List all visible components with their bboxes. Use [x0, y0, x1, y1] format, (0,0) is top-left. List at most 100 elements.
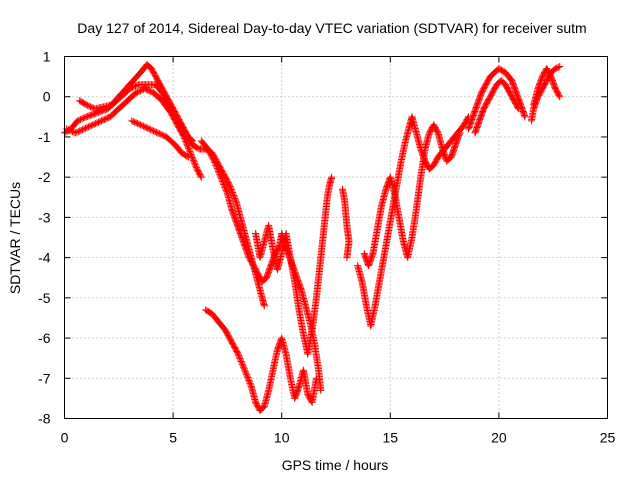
y-tick-label: -2 — [38, 169, 51, 185]
y-tick-label: -8 — [38, 411, 51, 427]
data-point — [71, 129, 79, 137]
data-point — [157, 130, 165, 138]
data-point — [64, 126, 72, 134]
data-point — [521, 113, 529, 121]
y-tick-label: -4 — [38, 250, 51, 266]
data-point — [182, 139, 190, 147]
data-point — [74, 117, 82, 125]
data-point — [102, 115, 110, 123]
data-point — [142, 124, 150, 132]
data-point — [223, 188, 231, 196]
y-tick-label: -1 — [38, 129, 51, 145]
y-tick-label: -7 — [38, 370, 51, 386]
data-point — [127, 84, 135, 92]
data-point — [134, 120, 142, 128]
data-point — [85, 102, 93, 110]
data-point — [160, 132, 168, 140]
data-point — [555, 91, 563, 99]
data-point — [154, 129, 162, 137]
data-point — [135, 87, 143, 95]
axis-ticks: 0 5 10 15 20 25 -8 -7 -6 -5 -4 -3 -2 -1 0 1 — [38, 49, 615, 446]
data-point — [79, 114, 87, 122]
data-point — [76, 116, 84, 124]
data-point — [243, 372, 251, 380]
data-point — [343, 254, 351, 262]
data-point — [312, 374, 320, 382]
data-point — [246, 378, 254, 386]
data-point — [216, 170, 224, 178]
data-point — [212, 160, 220, 168]
data-point — [144, 86, 152, 94]
data-point — [181, 136, 189, 144]
data-point — [75, 116, 83, 124]
data-point — [197, 173, 205, 181]
data-point — [231, 194, 239, 202]
data-point — [158, 131, 166, 139]
data-point — [189, 156, 197, 164]
y-tick-label: 1 — [43, 49, 51, 65]
data-point — [239, 362, 247, 370]
plot-frame — [64, 56, 608, 419]
data-point — [84, 101, 92, 109]
data-point — [89, 121, 97, 129]
chart-title: Day 127 of 2014, Sidereal Day-to-day VTE… — [77, 20, 586, 36]
data-point — [131, 118, 139, 126]
data-point — [242, 369, 250, 377]
data-point — [78, 115, 86, 123]
x-tick-label: 5 — [169, 430, 177, 446]
data-point — [235, 352, 243, 360]
data-point — [77, 126, 85, 134]
data-point — [133, 81, 141, 89]
data-point — [238, 360, 246, 368]
data-point — [131, 82, 139, 90]
data-point — [556, 93, 564, 101]
data-point — [184, 153, 192, 161]
data-point — [243, 371, 251, 379]
data-point — [141, 123, 149, 131]
data-point — [236, 355, 244, 363]
data-point — [135, 120, 143, 128]
data-point — [147, 126, 155, 134]
data-point — [87, 103, 95, 111]
data-point — [134, 88, 142, 96]
data-point — [142, 85, 150, 93]
data-point — [185, 145, 193, 153]
data-point — [241, 368, 249, 376]
data-point — [83, 124, 91, 132]
x-axis-label: GPS time / hours — [282, 457, 389, 473]
data-point — [247, 381, 255, 389]
data-point — [155, 130, 163, 138]
x-tick-label: 15 — [383, 430, 399, 446]
data-point — [95, 118, 103, 126]
data-point — [213, 164, 221, 172]
data-point — [219, 178, 227, 186]
data-point — [514, 103, 522, 111]
series-arc-7 — [252, 173, 336, 358]
y-axis-label: SDTVAR / TECUs — [7, 182, 23, 294]
data-point — [230, 193, 238, 201]
data-point — [191, 159, 199, 167]
data-point — [246, 379, 254, 387]
data-point — [129, 83, 137, 91]
data-point — [216, 172, 224, 180]
data-point — [197, 172, 205, 180]
data-point — [244, 374, 252, 382]
data-point — [210, 157, 218, 165]
data-point — [90, 120, 98, 128]
data-point — [235, 353, 243, 361]
data-point — [230, 191, 238, 199]
data-point — [185, 146, 193, 154]
data-point — [260, 302, 268, 310]
data-point — [86, 122, 94, 130]
data-point — [218, 176, 226, 184]
data-point — [189, 137, 197, 145]
series-arc-5 — [197, 137, 325, 394]
data-point — [100, 116, 108, 124]
data-point — [220, 182, 228, 190]
data-point — [189, 155, 197, 163]
data-point — [67, 127, 75, 135]
x-tick-label: 10 — [274, 430, 290, 446]
data-point — [227, 184, 235, 192]
data-point — [556, 63, 564, 71]
